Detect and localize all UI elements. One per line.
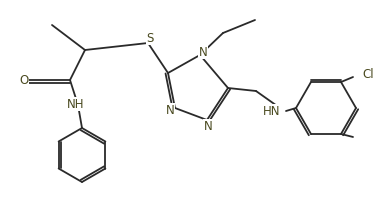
Text: N: N <box>166 104 174 116</box>
Text: S: S <box>146 31 154 44</box>
Text: O: O <box>19 73 28 87</box>
Text: N: N <box>204 119 213 133</box>
Text: N: N <box>199 46 208 58</box>
Text: Cl: Cl <box>362 68 374 80</box>
Text: HN: HN <box>263 104 281 118</box>
Text: NH: NH <box>67 97 85 111</box>
